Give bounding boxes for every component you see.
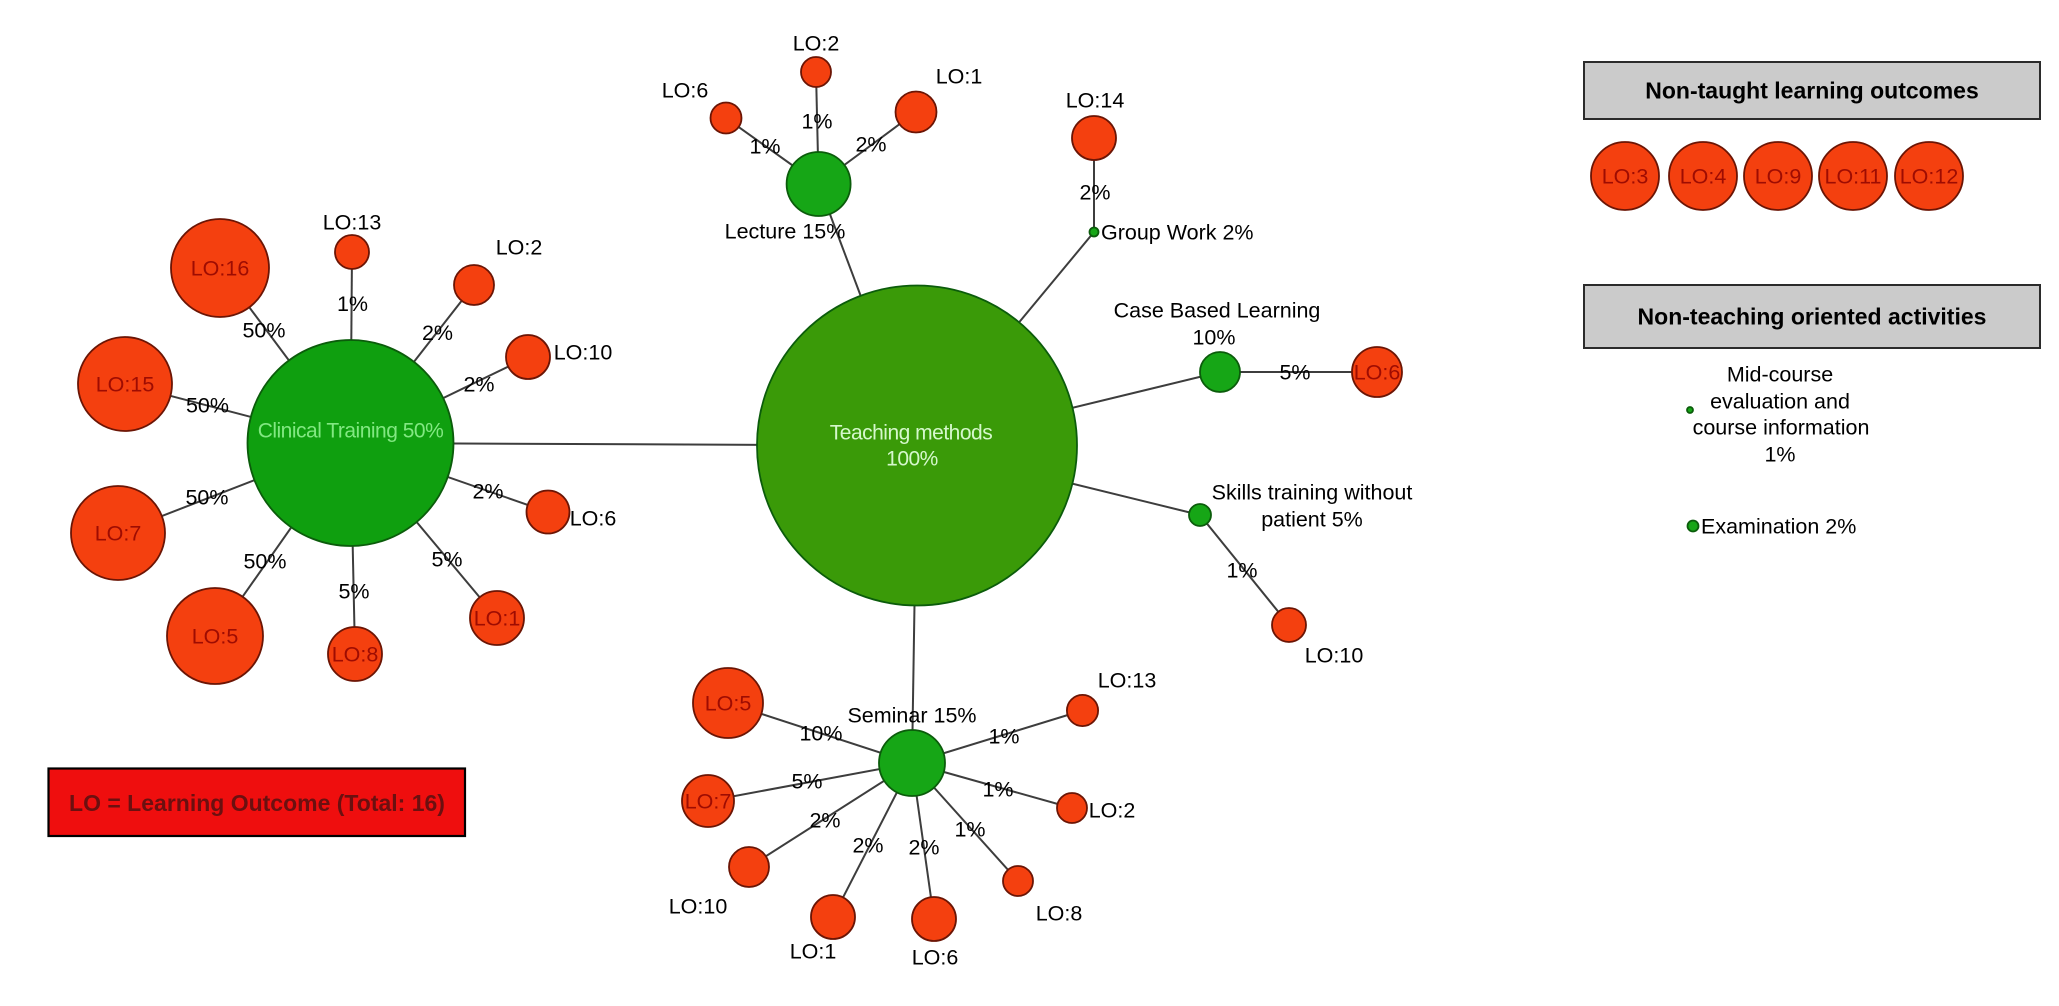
svg-text:50%: 50% — [186, 394, 229, 418]
svg-text:5%: 5% — [431, 548, 462, 572]
svg-text:2%: 2% — [472, 480, 503, 504]
svg-text:5%: 5% — [791, 770, 822, 794]
svg-text:LO:15: LO:15 — [96, 373, 155, 397]
svg-text:1%: 1% — [1226, 559, 1257, 583]
svg-text:LO:1: LO:1 — [936, 65, 983, 89]
svg-text:Clinical Training 50%: Clinical Training 50% — [258, 420, 444, 443]
svg-text:Teaching methods: Teaching methods — [830, 422, 992, 445]
svg-text:10%: 10% — [799, 722, 842, 746]
svg-text:1%: 1% — [954, 818, 985, 842]
svg-text:Lecture 15%: Lecture 15% — [725, 220, 846, 244]
svg-text:patient 5%: patient 5% — [1261, 508, 1363, 532]
svg-text:50%: 50% — [242, 319, 285, 343]
svg-text:Seminar 15%: Seminar 15% — [847, 704, 976, 728]
svg-text:5%: 5% — [338, 580, 369, 604]
svg-text:LO:10: LO:10 — [1305, 644, 1364, 668]
svg-text:Mid-course: Mid-course — [1727, 363, 1833, 387]
svg-text:2%: 2% — [1079, 181, 1110, 205]
svg-text:evaluation and: evaluation and — [1710, 390, 1850, 414]
svg-text:LO:6: LO:6 — [912, 946, 959, 970]
svg-text:5%: 5% — [1279, 361, 1310, 385]
svg-text:Examination 2%: Examination 2% — [1701, 515, 1856, 539]
svg-text:LO:1: LO:1 — [474, 607, 521, 631]
svg-text:2%: 2% — [463, 373, 494, 397]
svg-text:LO:14: LO:14 — [1066, 89, 1125, 113]
svg-text:1%: 1% — [801, 110, 832, 134]
svg-text:50%: 50% — [185, 486, 228, 510]
svg-text:LO:12: LO:12 — [1900, 165, 1959, 189]
svg-text:1%: 1% — [337, 292, 368, 316]
svg-text:Case Based Learning: Case Based Learning — [1114, 299, 1321, 323]
svg-text:Non-taught learning outcomes: Non-taught learning outcomes — [1645, 78, 1979, 104]
svg-text:course information: course information — [1693, 416, 1870, 440]
svg-text:10%: 10% — [1192, 326, 1235, 350]
svg-text:LO:16: LO:16 — [191, 257, 250, 281]
svg-text:2%: 2% — [422, 321, 453, 345]
svg-text:LO:11: LO:11 — [1825, 165, 1882, 189]
svg-text:2%: 2% — [908, 836, 939, 860]
svg-text:LO:2: LO:2 — [496, 236, 543, 260]
svg-text:LO:2: LO:2 — [1089, 799, 1136, 823]
svg-text:LO:1: LO:1 — [790, 940, 837, 964]
svg-text:LO:8: LO:8 — [1036, 902, 1083, 926]
svg-text:LO:13: LO:13 — [1098, 669, 1157, 693]
svg-text:2%: 2% — [809, 809, 840, 833]
svg-text:1%: 1% — [982, 778, 1013, 802]
svg-text:LO:6: LO:6 — [662, 79, 709, 103]
svg-text:Skills training without: Skills training without — [1212, 481, 1413, 505]
svg-text:LO:5: LO:5 — [192, 625, 239, 649]
svg-text:1%: 1% — [988, 725, 1019, 749]
svg-text:LO:3: LO:3 — [1602, 165, 1649, 189]
svg-text:2%: 2% — [855, 133, 886, 157]
svg-text:LO:8: LO:8 — [332, 643, 379, 667]
svg-text:LO:2: LO:2 — [793, 32, 840, 56]
svg-text:LO = Learning Outcome (Total:: LO = Learning Outcome (Total: 16) — [69, 790, 445, 816]
svg-text:LO:7: LO:7 — [95, 522, 142, 546]
svg-text:LO:13: LO:13 — [323, 211, 382, 235]
svg-text:100%: 100% — [886, 448, 938, 471]
svg-text:50%: 50% — [243, 550, 286, 574]
svg-text:LO:10: LO:10 — [554, 341, 613, 365]
svg-text:LO:10: LO:10 — [669, 895, 728, 919]
svg-text:LO:5: LO:5 — [705, 692, 752, 716]
svg-text:Group Work 2%: Group Work 2% — [1101, 221, 1254, 245]
svg-text:LO:6: LO:6 — [1354, 361, 1401, 385]
svg-text:2%: 2% — [852, 834, 883, 858]
svg-text:Non-teaching oriented activiti: Non-teaching oriented activities — [1638, 304, 1987, 330]
svg-text:1%: 1% — [749, 135, 780, 159]
svg-text:LO:4: LO:4 — [1680, 165, 1727, 189]
svg-text:1%: 1% — [1764, 443, 1795, 467]
svg-text:LO:6: LO:6 — [570, 507, 617, 531]
svg-text:LO:9: LO:9 — [1755, 165, 1802, 189]
svg-text:LO:7: LO:7 — [685, 790, 732, 814]
